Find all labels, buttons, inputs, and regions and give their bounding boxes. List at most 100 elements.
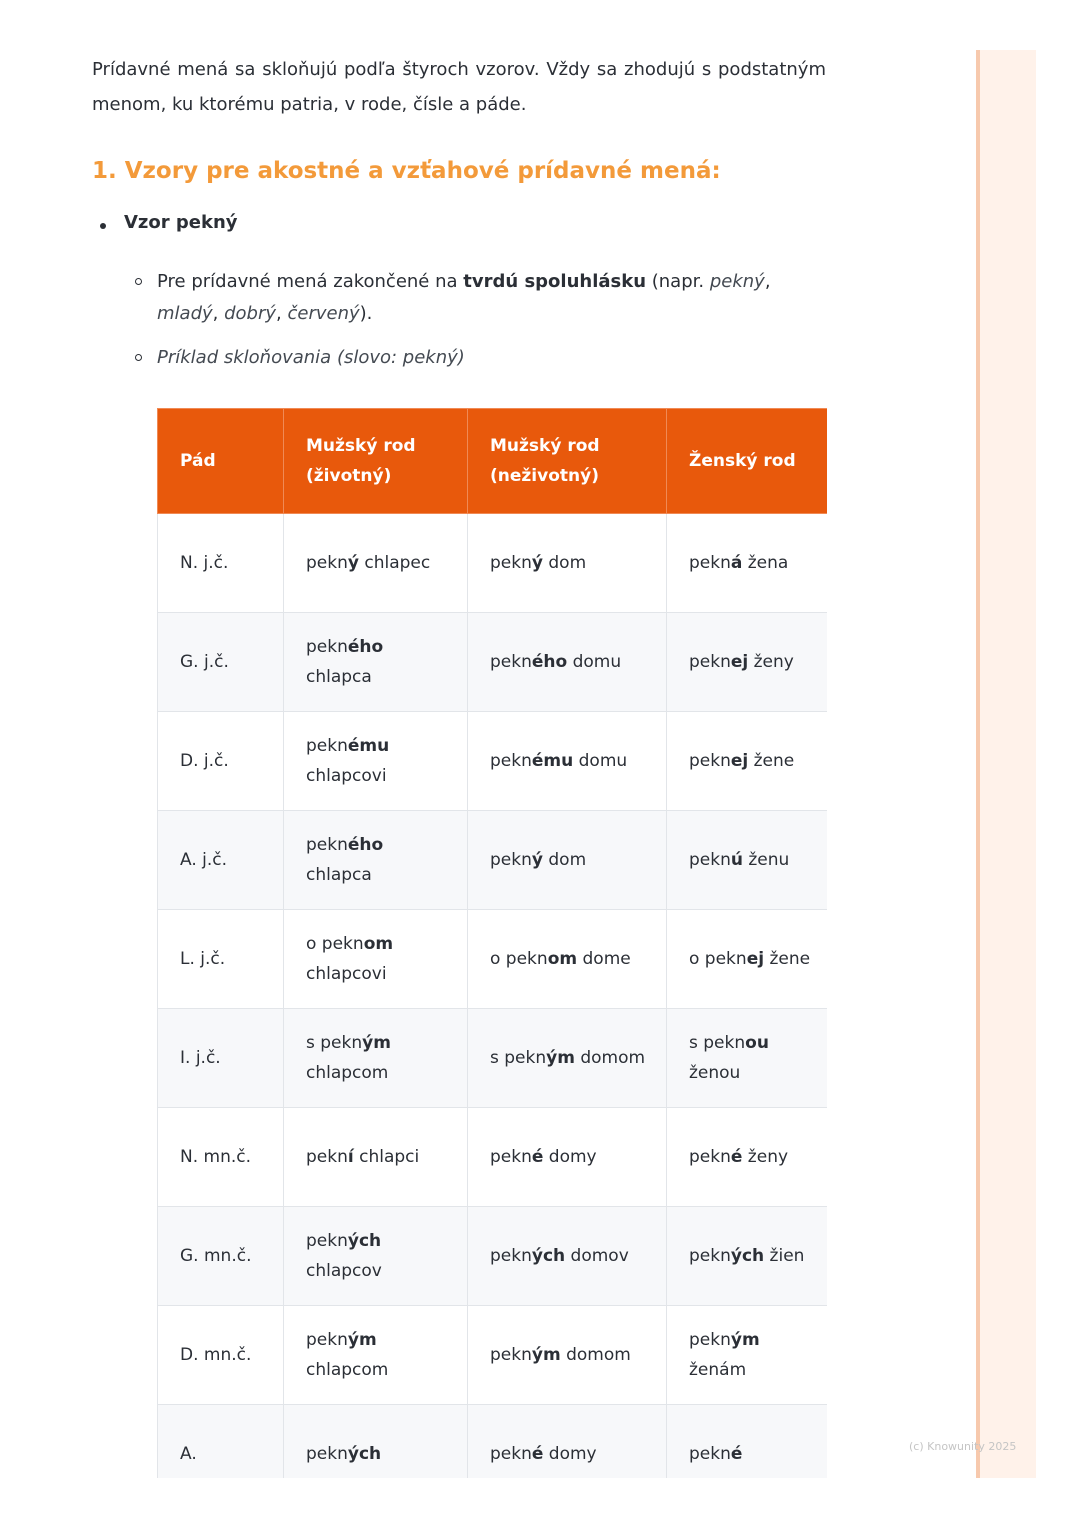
text-segment: í	[347, 1147, 354, 1167]
table-row: D. j.č. peknému chlapcovi peknému domu pekn…	[157, 711, 827, 811]
text-segment: tvrdú spoluhlásku	[463, 271, 647, 292]
table-cell: peknej žene	[666, 711, 827, 811]
text-segment: ženy	[742, 1147, 789, 1167]
text-segment: N. mn.č.	[180, 1147, 252, 1167]
text-segment: ej	[730, 652, 749, 672]
table-cell: peknej ženy	[666, 612, 827, 712]
text-segment: domy	[543, 1444, 597, 1464]
text-segment: ých	[730, 1246, 765, 1266]
text-segment: pekn	[689, 850, 731, 870]
text-segment: žien	[764, 1246, 805, 1266]
text-segment: ým	[546, 1048, 575, 1068]
section-heading: 1. Vzory pre akostné a vzťahové prídavné…	[92, 158, 721, 184]
table-cell: o peknej žene	[666, 909, 827, 1009]
text-segment: domom	[560, 1345, 631, 1365]
text-segment: ej	[730, 751, 749, 771]
table-cell: I. j.č.	[157, 1008, 284, 1108]
text-segment: dome	[577, 949, 631, 969]
text-segment: ,	[764, 271, 771, 292]
text-segment: o pekn	[490, 949, 548, 969]
text-segment: pekn	[490, 1246, 532, 1266]
table-cell: pekný dom	[467, 810, 667, 910]
text-segment: ,	[276, 303, 288, 324]
text-segment: ým	[531, 1345, 561, 1365]
text-segment: ú	[730, 850, 743, 870]
bullet-title: Vzor pekný	[124, 212, 238, 233]
table-cell: o peknom dome	[467, 909, 667, 1009]
text-segment: pekn	[689, 1444, 731, 1464]
text-segment: G. mn.č.	[180, 1246, 252, 1266]
table-cell: pekný dom	[467, 513, 667, 613]
text-segment: pekn	[490, 652, 532, 672]
text-segment: pekn	[490, 1345, 532, 1365]
text-segment: ou	[745, 1033, 769, 1053]
text-segment: é	[531, 1147, 544, 1167]
text-segment: ému	[347, 736, 390, 756]
bullet-item: Vzor pekný	[100, 212, 238, 233]
text-segment: ženy	[748, 652, 794, 672]
text-segment: domov	[565, 1246, 629, 1266]
text-segment: pekn	[306, 1147, 348, 1167]
table-cell: pekné domy	[467, 1107, 667, 1207]
text-segment: D. mn.č.	[180, 1345, 252, 1365]
text-segment: ých	[347, 1444, 382, 1464]
text-segment: ženám	[689, 1360, 747, 1380]
text-segment: (napr.	[646, 271, 710, 292]
table-row: N. mn.č. pekní chlapci pekné domy pekné žen…	[157, 1107, 827, 1207]
text-segment: ženu	[742, 850, 790, 870]
text-segment: ého	[531, 652, 568, 672]
text-segment: ého	[347, 835, 384, 855]
text-segment: N. j.č.	[180, 553, 229, 573]
table-cell: N. mn.č.	[157, 1107, 284, 1207]
text-segment: pekn	[490, 1444, 532, 1464]
text-segment: pekn	[689, 652, 731, 672]
table-cell: pekných	[283, 1404, 468, 1478]
table-cell: G. mn.č.	[157, 1206, 284, 1306]
table-cell: D. mn.č.	[157, 1305, 284, 1405]
intro-paragraph: Prídavné mená sa skloňujú podľa štyroch …	[92, 59, 826, 115]
table-cell: pekného domu	[467, 612, 667, 712]
text-segment: ej	[746, 949, 765, 969]
side-stripe	[976, 50, 1036, 1478]
text-segment: ý	[531, 553, 543, 573]
text-segment: A.	[180, 1444, 197, 1464]
text-segment: ,	[212, 303, 225, 324]
text-segment: pekn	[306, 637, 348, 657]
text-segment: ému	[531, 751, 574, 771]
text-segment: pekn	[306, 553, 348, 573]
table-cell: pekného chlapca	[283, 810, 468, 910]
table-row: G. j.č. pekného chlapca pekného domu peknej…	[157, 612, 827, 712]
sub-list: Pre prídavné mená zakončené na tvrdú spo…	[135, 266, 807, 386]
table-cell: pekné ženy	[666, 1107, 827, 1207]
text-segment: pekn	[490, 1147, 532, 1167]
text-segment: chlapca	[306, 667, 372, 687]
header-cell: Ženský rod	[666, 408, 827, 514]
text-segment: chlapca	[306, 865, 372, 885]
table-cell: pekným chlapcom	[283, 1305, 468, 1405]
text-segment: chlapcom	[306, 1360, 389, 1380]
text-segment: ým	[362, 1033, 391, 1053]
table-cell: pekných domov	[467, 1206, 667, 1306]
text-segment: ých	[347, 1231, 382, 1251]
text-segment: ým	[730, 1330, 760, 1350]
table-cell: peknú ženu	[666, 810, 827, 910]
header-cell: Mužský rod (životný)	[283, 408, 468, 514]
table-cell: D. j.č.	[157, 711, 284, 811]
table-row: L. j.č. o peknom chlapcovi o peknom dome o …	[157, 909, 827, 1009]
text-segment: o pekn	[306, 934, 364, 954]
table-row: A. j.č. pekného chlapca pekný dom peknú žen…	[157, 810, 827, 910]
text-segment: pekn	[306, 835, 348, 855]
text-segment: domu	[567, 652, 622, 672]
table-cell: peknému domu	[467, 711, 667, 811]
text-segment: ým	[347, 1330, 377, 1350]
text-segment: domy	[543, 1147, 597, 1167]
text-segment: pekn	[490, 751, 532, 771]
text-segment: pekn	[689, 751, 731, 771]
text-segment: ého	[347, 637, 384, 657]
table-cell: pekných chlapcov	[283, 1206, 468, 1306]
text-segment: ý	[531, 850, 543, 870]
table-cell: peknému chlapcovi	[283, 711, 468, 811]
table-cell: L. j.č.	[157, 909, 284, 1009]
